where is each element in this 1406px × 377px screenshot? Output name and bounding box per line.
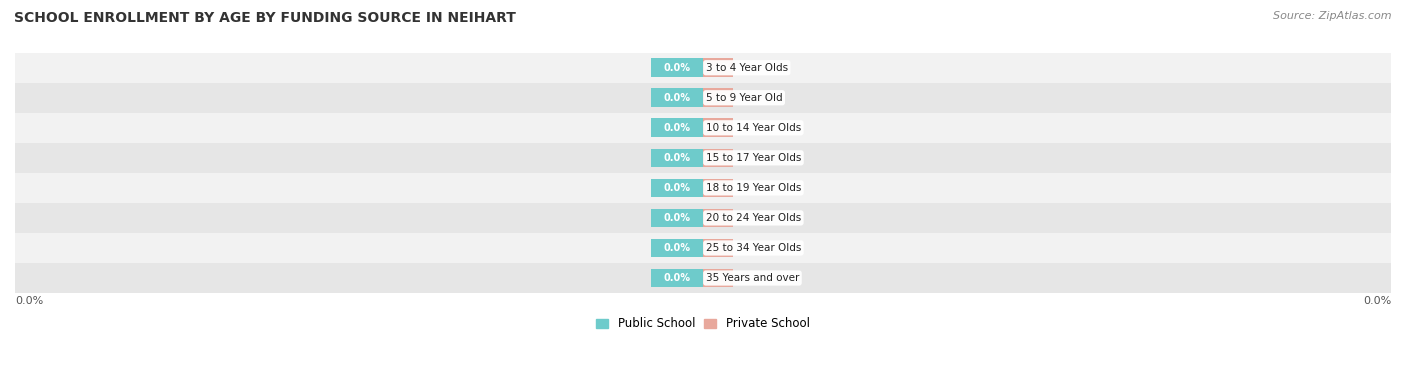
Text: 10 to 14 Year Olds: 10 to 14 Year Olds (706, 123, 801, 133)
Bar (651, 179, 703, 197)
Text: 0.0%: 0.0% (664, 273, 690, 283)
Text: 20 to 24 Year Olds: 20 to 24 Year Olds (706, 213, 801, 223)
Bar (15, 53, 1391, 83)
Text: 0.0%: 0.0% (664, 123, 690, 133)
Bar (15, 233, 1391, 263)
Text: 35 Years and over: 35 Years and over (706, 273, 799, 283)
Bar (703, 208, 734, 227)
Bar (703, 179, 734, 197)
Text: 0.0%: 0.0% (704, 213, 731, 223)
Bar (703, 89, 734, 107)
Bar (703, 118, 734, 137)
Text: 3 to 4 Year Olds: 3 to 4 Year Olds (706, 63, 787, 73)
Text: 18 to 19 Year Olds: 18 to 19 Year Olds (706, 183, 801, 193)
Bar (15, 173, 1391, 203)
Bar (703, 149, 734, 167)
Text: 5 to 9 Year Old: 5 to 9 Year Old (706, 93, 782, 103)
Text: 0.0%: 0.0% (704, 273, 731, 283)
Bar (15, 263, 1391, 293)
Bar (651, 149, 703, 167)
Text: 0.0%: 0.0% (704, 243, 731, 253)
Text: 0.0%: 0.0% (664, 183, 690, 193)
Text: Source: ZipAtlas.com: Source: ZipAtlas.com (1274, 11, 1392, 21)
Legend: Public School, Private School: Public School, Private School (596, 317, 810, 330)
Bar (703, 239, 734, 257)
Bar (651, 118, 703, 137)
Text: 0.0%: 0.0% (704, 63, 731, 73)
Text: 0.0%: 0.0% (664, 93, 690, 103)
Text: SCHOOL ENROLLMENT BY AGE BY FUNDING SOURCE IN NEIHART: SCHOOL ENROLLMENT BY AGE BY FUNDING SOUR… (14, 11, 516, 25)
Bar (703, 58, 734, 77)
Text: 0.0%: 0.0% (664, 213, 690, 223)
Bar (15, 203, 1391, 233)
Bar (651, 269, 703, 287)
Bar (15, 113, 1391, 143)
Bar (703, 269, 734, 287)
Bar (15, 83, 1391, 113)
Bar (651, 208, 703, 227)
Text: 0.0%: 0.0% (15, 296, 44, 307)
Text: 0.0%: 0.0% (664, 153, 690, 163)
Bar (651, 58, 703, 77)
Text: 0.0%: 0.0% (664, 243, 690, 253)
Text: 15 to 17 Year Olds: 15 to 17 Year Olds (706, 153, 801, 163)
Text: 0.0%: 0.0% (704, 123, 731, 133)
Text: 0.0%: 0.0% (704, 183, 731, 193)
Bar (651, 89, 703, 107)
Text: 0.0%: 0.0% (664, 63, 690, 73)
Text: 0.0%: 0.0% (1362, 296, 1391, 307)
Text: 0.0%: 0.0% (704, 93, 731, 103)
Bar (15, 143, 1391, 173)
Bar (651, 239, 703, 257)
Text: 0.0%: 0.0% (704, 153, 731, 163)
Text: 25 to 34 Year Olds: 25 to 34 Year Olds (706, 243, 801, 253)
